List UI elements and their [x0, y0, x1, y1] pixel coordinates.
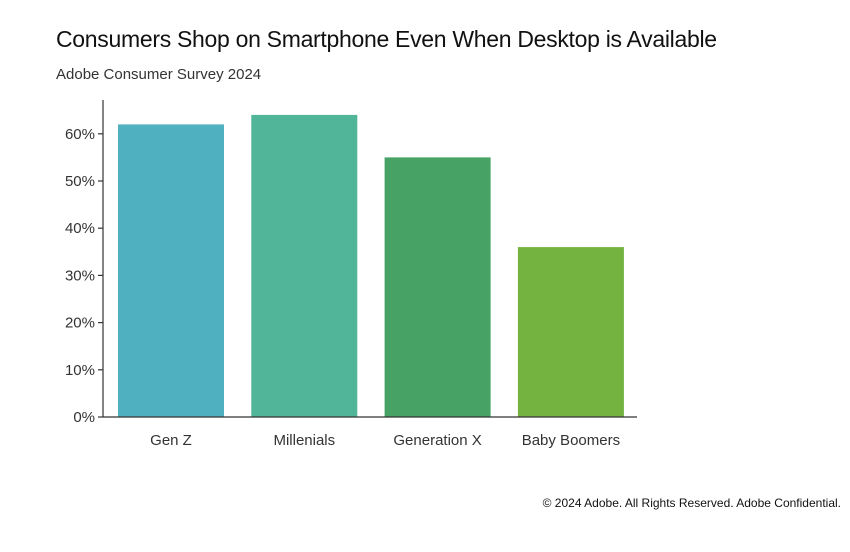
bar-baby-boomers: [517, 247, 624, 417]
bar-generation-x: [384, 157, 491, 417]
chart-subtitle: Adobe Consumer Survey 2024: [56, 66, 262, 83]
y-tick-label: 0%: [73, 409, 95, 426]
y-tick-label: 20%: [65, 315, 95, 332]
bar-millenials: [251, 114, 358, 418]
bars-group: [118, 114, 624, 418]
copyright-footer: © 2024 Adobe. All Rights Reserved. Adobe…: [542, 496, 841, 510]
bar-gen-z: [118, 124, 224, 418]
y-tick-label: 50%: [65, 173, 95, 190]
chart-title: Consumers Shop on Smartphone Even When D…: [56, 26, 717, 52]
y-tick-label: 30%: [65, 267, 95, 284]
y-tick-label: 60%: [65, 126, 95, 143]
x-category-label: Generation X: [393, 432, 481, 449]
y-axis-ticks: 0% 10% 20% 30% 40% 50% 60%: [65, 126, 103, 426]
x-category-label: Millenials: [273, 432, 335, 449]
x-category-label: Gen Z: [150, 432, 192, 449]
y-tick-label: 40%: [65, 220, 95, 237]
x-category-label: Baby Boomers: [522, 432, 620, 449]
y-tick-label: 10%: [65, 362, 95, 379]
x-axis-labels: Gen Z Millenials Generation X Baby Boomers: [150, 432, 620, 449]
